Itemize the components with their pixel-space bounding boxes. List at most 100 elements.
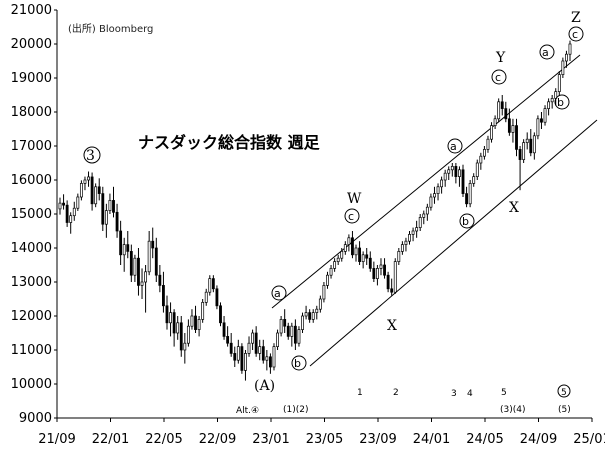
svg-text:5: 5	[561, 388, 567, 398]
candle	[265, 350, 269, 371]
x-tick-label: 25/01	[573, 432, 605, 447]
candle	[429, 193, 433, 211]
svg-text:c: c	[572, 28, 578, 41]
svg-text:b: b	[462, 215, 469, 228]
candle	[479, 152, 483, 170]
y-tick-label: 14000	[11, 241, 52, 256]
candle	[286, 322, 290, 340]
x-tick-label: 23/09	[359, 432, 396, 447]
candle	[293, 319, 297, 350]
annotation-wave-3: 3	[83, 146, 101, 164]
candle	[532, 132, 536, 160]
y-tick-label: 9000	[19, 411, 52, 426]
candle	[129, 244, 133, 282]
svg-text:c: c	[495, 71, 501, 84]
y-tick-labels: 9000 10000 11000 12000 13000 14000 15000 16000 1…	[11, 3, 57, 426]
candle	[283, 309, 287, 333]
candle	[104, 203, 108, 238]
lower-channel-line	[309, 119, 598, 367]
candle	[290, 322, 294, 347]
y-tick-label: 17000	[11, 139, 52, 154]
candle	[454, 163, 458, 184]
candle	[183, 333, 187, 364]
x-tick-label: 22/05	[145, 432, 182, 447]
svg-text:a: a	[450, 140, 457, 153]
candle	[112, 186, 115, 218]
candle	[304, 305, 308, 320]
annotation-4: 4	[467, 389, 473, 399]
candle	[486, 135, 490, 153]
annotation-1: 1	[357, 388, 363, 398]
svg-text:a: a	[274, 287, 281, 300]
candle	[179, 316, 183, 357]
candle	[272, 343, 276, 371]
candle	[162, 271, 165, 313]
y-tick-label: 21000	[11, 3, 52, 18]
annotation-X1: X	[387, 318, 397, 334]
candle	[550, 95, 554, 109]
candle	[108, 193, 112, 214]
annotation-a-3: a	[539, 44, 555, 60]
candle	[244, 350, 247, 381]
candle	[468, 180, 472, 208]
annotation-a-2: a	[447, 138, 463, 154]
x-tick-labels: 21/09 22/01 22/05 22/09 23/01 23/05 23/09 24/01…	[38, 418, 605, 447]
x-tick-label: 24/05	[466, 432, 503, 447]
candle	[547, 98, 551, 116]
annotation-W: W	[347, 191, 362, 207]
candle	[522, 139, 526, 163]
candle	[561, 57, 565, 78]
svg-text:b: b	[557, 96, 564, 109]
x-tick-label: 23/01	[252, 432, 289, 447]
candle	[58, 197, 62, 215]
annotation-c-1: c	[344, 208, 360, 224]
candle	[393, 258, 397, 294]
candle	[422, 210, 426, 225]
candle	[133, 254, 137, 282]
candle	[165, 295, 169, 330]
candle	[69, 212, 73, 234]
candle	[258, 339, 262, 361]
annotation-1-2: (1)(2)	[283, 405, 309, 415]
annotation-2: 2	[393, 388, 399, 398]
candle	[326, 271, 329, 289]
annotation-3-4: (3)(4)	[500, 405, 526, 415]
candle	[333, 258, 337, 272]
candlestick-series	[58, 40, 572, 381]
candle	[151, 227, 155, 259]
candle	[368, 251, 372, 272]
candle	[379, 258, 383, 276]
candle	[440, 176, 444, 194]
candle	[90, 172, 94, 211]
candle	[568, 40, 572, 61]
candle	[472, 173, 476, 187]
candle	[425, 203, 429, 221]
annotation-5-circle: 5	[557, 384, 571, 398]
y-tick-label: 20000	[11, 37, 52, 52]
candle	[400, 241, 404, 255]
annotation-b-3: b	[554, 94, 570, 110]
x-tick-label: 22/01	[92, 432, 129, 447]
candle	[204, 288, 208, 306]
annotation-A: (A)	[254, 378, 275, 394]
candle	[233, 346, 237, 367]
candle	[529, 129, 533, 157]
candle	[351, 231, 354, 259]
candle	[461, 164, 465, 197]
candle	[97, 178, 101, 201]
candle	[311, 309, 315, 323]
annotation-c-2: c	[491, 69, 507, 85]
x-tick-label: 22/09	[199, 432, 236, 447]
candle	[65, 200, 69, 227]
candle	[147, 231, 151, 276]
candle	[543, 105, 547, 126]
candle	[208, 275, 212, 296]
candle	[372, 261, 376, 282]
x-tick-label: 21/09	[38, 432, 75, 447]
candle	[115, 203, 119, 238]
candle	[329, 265, 333, 279]
candle	[375, 265, 379, 286]
candle	[219, 302, 222, 327]
